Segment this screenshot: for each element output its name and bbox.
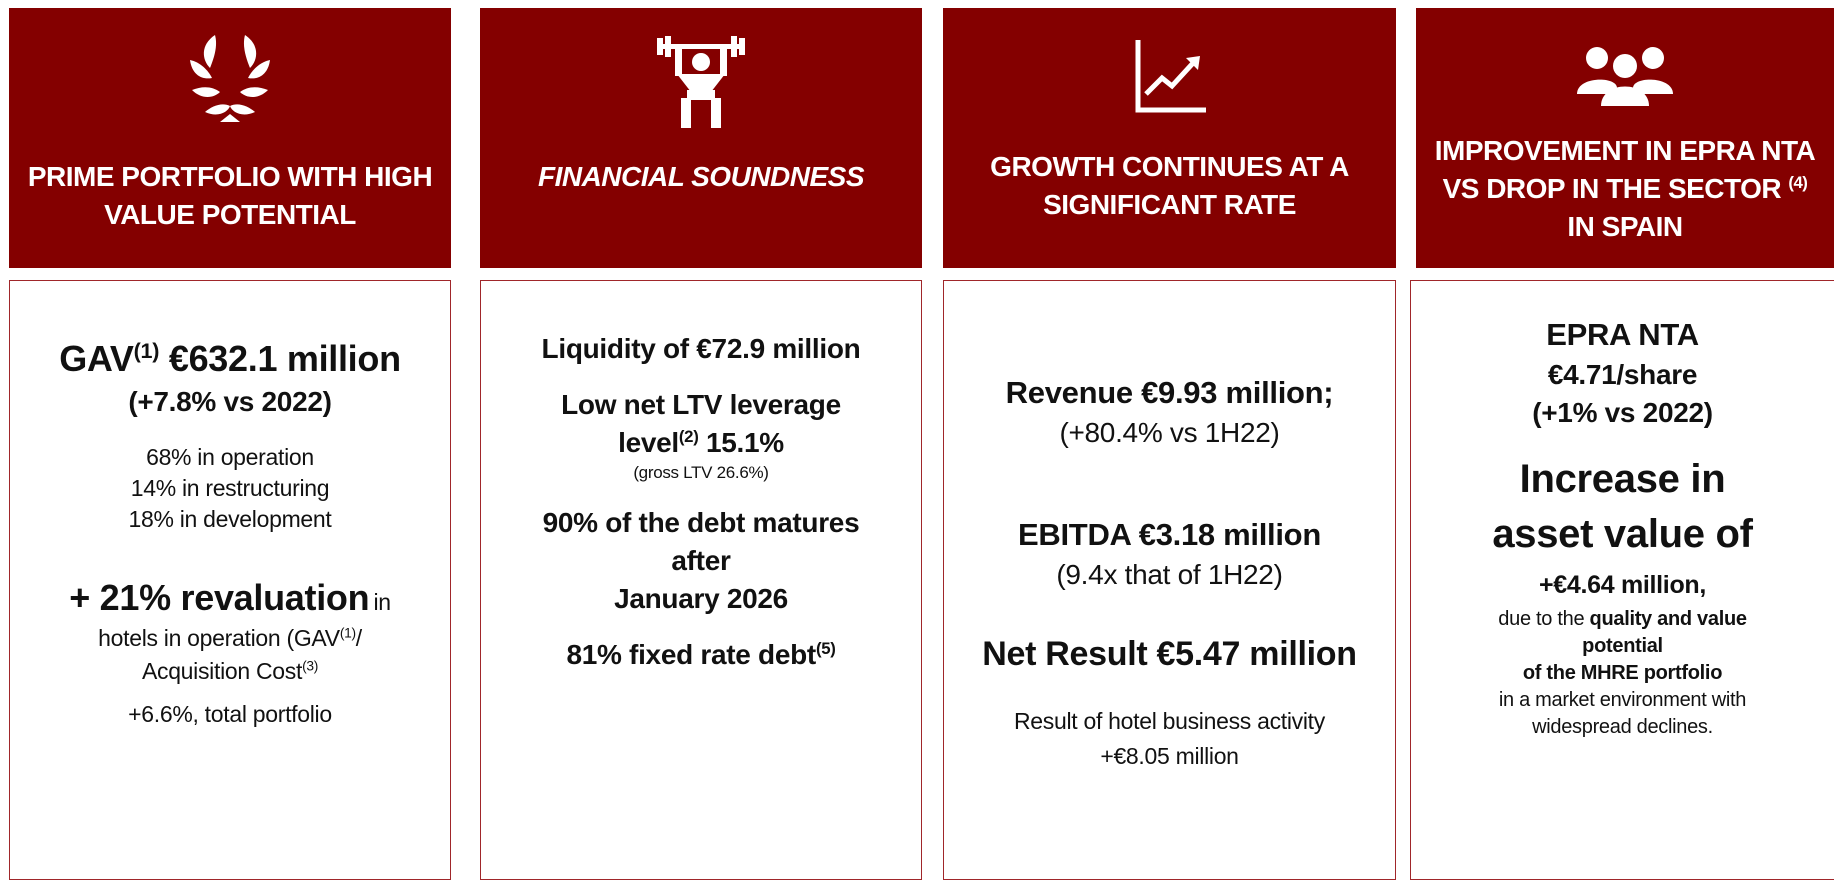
text: (+80.4% vs 1H22) (1059, 417, 1280, 448)
text: / (355, 625, 362, 651)
text: potential (1582, 635, 1663, 657)
growth-icon (1135, 40, 1206, 113)
title-text: IMPROVEMENT IN EPRA NTA VS DROP IN THE S… (1434, 135, 1816, 204)
text: widespread declines. (1532, 716, 1713, 738)
people-icon (1577, 47, 1673, 106)
header-box: FINANCIAL SOUNDNESS (480, 8, 922, 268)
text: Low net LTV leverage (561, 389, 841, 420)
text: GAV (59, 338, 134, 379)
text: 90% of the debt matures (542, 507, 860, 538)
text: Result of hotel business activity (1014, 708, 1325, 734)
title-text: PRIME PORTFOLIO WITH HIGH VALUE POTENTIA… (27, 161, 433, 230)
page: {"columns":[ {"title":["PRIME PORTFOLIO … (9, 8, 1834, 880)
header-box: IMPROVEMENT IN EPRA NTA VS DROP IN THE S… (1416, 8, 1834, 268)
laurel-icon (190, 35, 270, 122)
text: Liquidity of €72.9 million (541, 333, 861, 364)
text: due to the (1498, 608, 1585, 630)
text: 14% in restructuring (130, 475, 330, 501)
header-box: PRIME PORTFOLIO WITH HIGH VALUE POTENTIA… (9, 8, 451, 268)
text: after (671, 545, 731, 576)
text: + 21% revaluation (69, 577, 370, 618)
text: 18% in development (128, 506, 332, 532)
text: €4.71/share (1547, 359, 1698, 390)
text: +€4.64 million, (1538, 571, 1707, 599)
text: 15.1% (705, 427, 784, 458)
text: in (373, 589, 391, 615)
text: Increase in (1519, 457, 1726, 501)
text: asset value of (1492, 512, 1753, 556)
footnote: (2) (678, 426, 699, 446)
text: €632.1 million (168, 338, 401, 379)
text: (gross LTV 26.6%) (633, 463, 769, 482)
text: +€8.05 million (1100, 743, 1239, 769)
text: in a market environment with (1498, 689, 1747, 711)
text: (+1% vs 2022) (1532, 397, 1713, 428)
text: 81% fixed rate debt (566, 639, 816, 670)
text: (+7.8% vs 2022) (128, 386, 332, 417)
text: level (618, 427, 679, 458)
text: Revenue €9.93 million; (1005, 375, 1334, 410)
title-text: GROWTH CONTINUES AT A SIGNIFICANT RATE (990, 151, 1349, 220)
text: EPRA NTA (1546, 317, 1699, 352)
text: Net Result €5.47 million (982, 635, 1357, 673)
text: quality and value (1589, 608, 1747, 630)
content-box: Liquidity of €72.9 million Low net LTV l… (480, 280, 922, 880)
text: 68% in operation (146, 444, 314, 470)
footnote: (1) (339, 625, 356, 641)
text: hotels in operation (GAV (98, 625, 340, 651)
footnote: (1) (133, 338, 160, 364)
footnote: (3) (302, 658, 319, 674)
header-title: PRIME PORTFOLIO WITH HIGH VALUE POTENTIA… (19, 158, 441, 234)
content-box: Revenue €9.93 million; (+80.4% vs 1H22) … (943, 280, 1396, 880)
title-text: FINANCIAL SOUNDNESS (537, 161, 865, 192)
text: EBITDA €3.18 million (1018, 517, 1321, 552)
header-title: FINANCIAL SOUNDNESS (490, 158, 912, 196)
text: Acquisition Cost (141, 658, 303, 684)
content-box: EPRA NTA €4.71/share (+1% vs 2022) Incre… (1410, 280, 1834, 880)
text: January 2026 (614, 583, 788, 614)
header-title: GROWTH CONTINUES AT A SIGNIFICANT RATE (953, 148, 1386, 224)
footnote: (5) (815, 638, 836, 658)
header-title: IMPROVEMENT IN EPRA NTA VS DROP IN THE S… (1426, 132, 1824, 246)
text: +6.6%, total portfolio (128, 701, 332, 727)
content-box: GAV(1) €632.1 million (+7.8% vs 2022) 68… (9, 280, 451, 880)
weightlifter-icon (657, 36, 745, 128)
title-text: IN SPAIN (1567, 211, 1683, 242)
footnote: (4) (1788, 172, 1808, 192)
text: (9.4x that of 1H22) (1056, 559, 1283, 590)
text: of the MHRE portfolio (1522, 662, 1723, 684)
header-box: GROWTH CONTINUES AT A SIGNIFICANT RATE (943, 8, 1396, 268)
